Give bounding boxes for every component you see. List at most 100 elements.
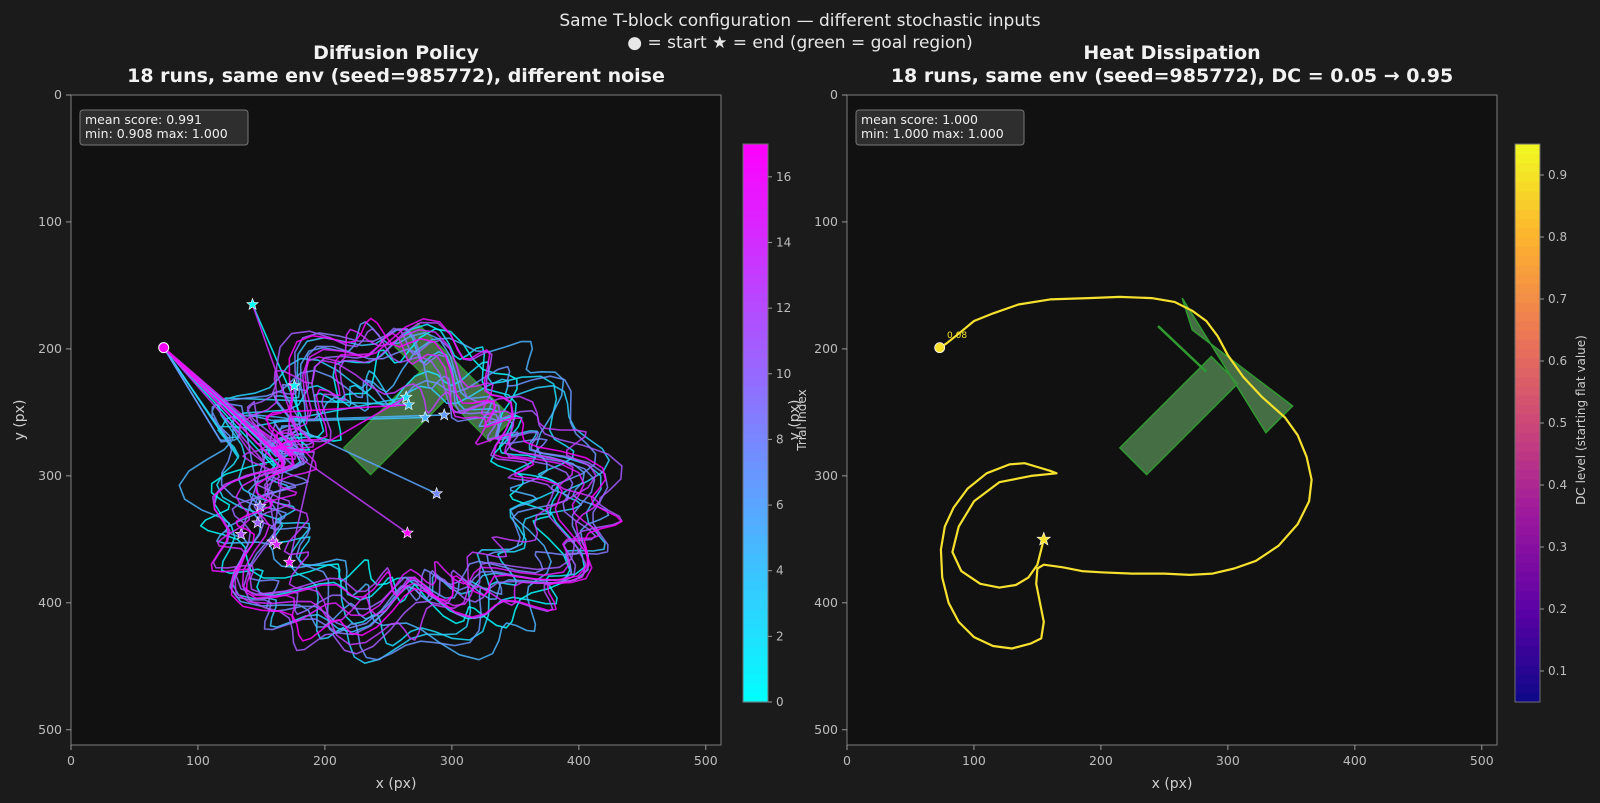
colorbar-segment [743,144,768,154]
colorbar-segment [1515,692,1540,703]
trajectory-line [163,321,587,620]
colorbar-segment [743,543,768,554]
colorbar-segment [1515,171,1540,182]
colorbar-tick-label: 0.6 [1548,354,1567,368]
trajectory-line [163,347,610,664]
trajectory-line [163,328,609,636]
x-tick-label: 100 [186,753,210,768]
colorbar-segment [743,218,768,229]
colorbar-segment [1515,441,1540,452]
colorbar-segment [743,274,768,285]
colorbar-tick-label: 0.1 [1548,664,1567,678]
colorbar-segment [743,302,768,312]
x-axis: 0 100 200 300 400 500 [67,745,718,768]
annotation-box [79,109,249,146]
point-label: 0.08 [947,331,967,341]
y-tick-label: 300 [38,468,62,483]
colorbar-segment [743,162,768,173]
colorbar-segment [1515,674,1540,684]
colorbar-segment [743,348,768,359]
colorbar-segment [743,153,768,164]
colorbar-segment [743,209,768,219]
colorbar-segment [743,516,768,526]
colorbar-segment [1515,516,1540,526]
colorbar-tick-label: 0.4 [1548,478,1567,492]
end-marker-star [399,390,413,403]
y-axis: 0 100 200 300 400 500 [38,87,71,737]
colorbar-segment [743,469,768,480]
colorbar-segment [1515,664,1540,675]
colorbar-segment [743,488,768,498]
colorbar-segment [743,181,768,192]
colorbar-segment [743,246,768,257]
x-tick-label: 200 [313,753,337,768]
x-tick-label: 300 [440,753,464,768]
colorbar-segment [1515,590,1540,601]
trajectory-line [163,317,623,642]
colorbar-segment [1515,404,1540,415]
y-tick-label: 400 [814,595,838,610]
colorbar-segment [1515,190,1540,201]
colorbar-segment [743,590,768,601]
colorbar-segment [743,237,768,247]
start-marker [158,342,170,354]
colorbar-frame [742,143,769,703]
colorbar-segment [1515,162,1540,173]
trajectory-line [163,323,586,620]
colorbar-segment [1515,432,1540,443]
colorbar-segment [1515,283,1540,294]
colorbar-tick-label: 12 [776,301,791,315]
panel-diffusion-policy: Diffusion Policy 18 runs, same env (seed… [12,42,809,792]
panel-heat-dissipation: Heat Dissipation 18 runs, same env (seed… [787,42,1588,792]
colorbar-segment [1515,599,1540,610]
colorbar-tick-label: 0.8 [1548,230,1567,244]
end-marker-star [437,408,451,421]
colorbar-segment [743,655,768,666]
colorbar-segment [743,395,768,405]
panel-subtitle: 18 runs, same env (seed=985772), differe… [127,65,665,87]
colorbar-segment [743,692,768,703]
colorbar-segment [743,320,768,331]
colorbar-segment [743,264,768,275]
colorbar-tick-label: 16 [776,170,791,184]
trajectories [163,304,623,664]
x-tick-label: 0 [843,753,851,768]
end-marker-star [287,378,301,392]
end-marker-star [418,410,432,423]
end-marker-star [430,486,444,500]
colorbar-segment [1515,339,1540,350]
colorbar-segment [1515,450,1540,461]
x-tick-label: 300 [1216,753,1240,768]
colorbar-segment [1515,302,1540,312]
colorbar-segment [743,311,768,322]
colorbar-tick-label: 0 [776,695,784,709]
colorbar-label: Trial Index [795,389,809,451]
y-tick-label: 100 [38,214,62,229]
end-marker-star [251,515,265,529]
score-annotation: mean score: 1.000 min: 1.000 max: 1.000 [855,109,1025,146]
colorbar-segment [1515,199,1540,210]
annotation-line2: min: 0.908 max: 1.000 [85,126,228,141]
x-tick-label: 500 [694,753,718,768]
panel-subtitle: 18 runs, same env (seed=985772), DC = 0.… [891,65,1453,87]
colorbar-tick-label: 10 [776,367,791,381]
colorbar-segment [743,423,768,433]
colorbar-segment [1515,488,1540,498]
colorbar-segment [743,609,768,619]
annotation-line1: mean score: 1.000 [861,112,978,127]
colorbar-segment [743,171,768,182]
colorbar-segment [743,627,768,638]
colorbar-segment [743,199,768,210]
x-tick-label: 200 [1089,753,1113,768]
y-tick-label: 500 [814,722,838,737]
trajectory-line [163,332,601,623]
colorbar-segment [1515,237,1540,247]
colorbar-segment [743,683,768,694]
colorbar-segment [1515,609,1540,619]
colorbar-segment [743,571,768,582]
colorbar-segment [743,599,768,610]
colorbar-tick-label: 0.9 [1548,168,1567,182]
colorbar-segment [1515,581,1540,591]
colorbar-segment [1515,264,1540,275]
colorbar-segment [743,478,768,489]
